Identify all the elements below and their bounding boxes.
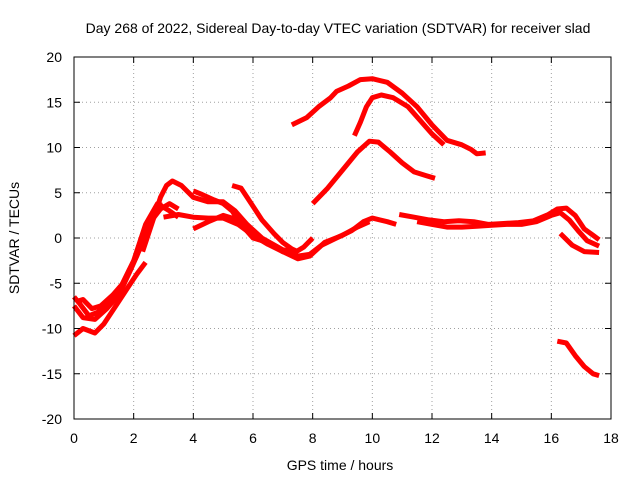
x-tick-label: 10 [365, 430, 381, 446]
series-line-track-n [416, 210, 601, 249]
series-line-track-k [352, 92, 446, 147]
y-tick-label: 15 [46, 94, 62, 110]
x-tick-label: 12 [424, 430, 440, 446]
series-line-track-h [192, 188, 315, 257]
x-axis-label: GPS time / hours [287, 457, 394, 473]
series-line-track-c [72, 260, 148, 338]
y-tick-label: -20 [42, 411, 62, 427]
y-tick-label: -5 [50, 275, 63, 291]
y-tick-label: 0 [54, 230, 62, 246]
x-tick-label: 8 [309, 430, 317, 446]
x-tick-label: 16 [544, 430, 560, 446]
y-tick-label: 10 [46, 140, 62, 156]
y-tick-label: 20 [46, 49, 62, 65]
x-tick-label: 14 [484, 430, 500, 446]
y-tick-label: -15 [42, 366, 62, 382]
axis-ticks: 0 2 4 6 8 10 12 14 16 18 -20 -15 -10 -5 0 5 10 15 20 [42, 49, 619, 446]
x-tick-label: 6 [249, 430, 257, 446]
series-line-track-a [72, 201, 180, 319]
series-layer [72, 76, 601, 378]
x-tick-label: 0 [70, 430, 78, 446]
x-tick-label: 2 [130, 430, 138, 446]
y-axis-label: SDTVAR / TECUs [6, 182, 22, 294]
series-line-track-d [76, 201, 180, 312]
chart-title: Day 268 of 2022, Sidereal Day-to-day VTE… [86, 20, 591, 36]
series-line-track-i [231, 183, 299, 254]
series-line-track-j [290, 76, 486, 157]
series-line-track-l [310, 138, 436, 206]
series-line-track-p [556, 338, 600, 378]
x-tick-label: 18 [603, 430, 619, 446]
x-tick-label: 4 [189, 430, 197, 446]
y-tick-label: 5 [54, 185, 62, 201]
grid [74, 57, 611, 419]
series-line-track-o [558, 231, 600, 255]
y-tick-label: -10 [42, 321, 62, 337]
